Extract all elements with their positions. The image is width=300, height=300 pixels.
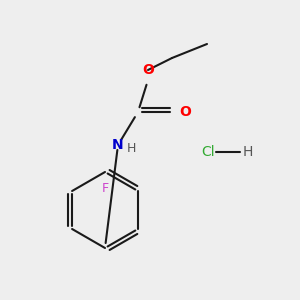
Text: F: F (101, 182, 109, 195)
Text: O: O (179, 105, 191, 119)
Text: O: O (142, 63, 154, 77)
Text: Cl: Cl (201, 145, 215, 159)
Text: H: H (243, 145, 253, 159)
Text: H: H (126, 142, 136, 154)
Text: N: N (112, 138, 124, 152)
